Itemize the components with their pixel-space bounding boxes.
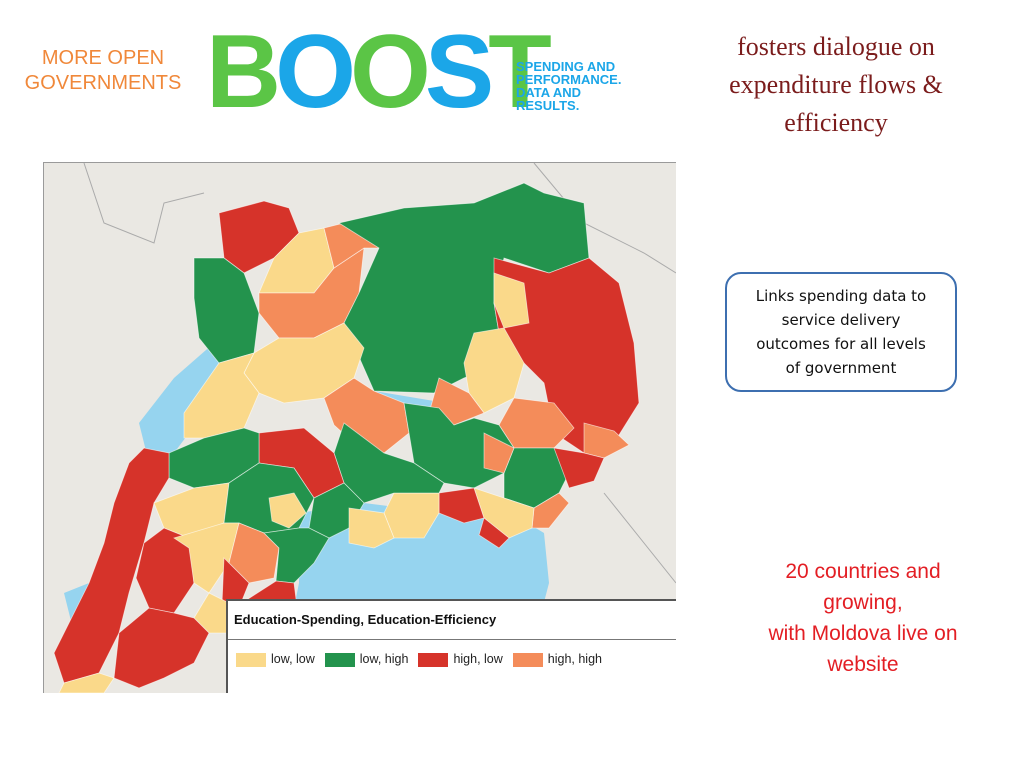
district	[135, 527, 195, 614]
legend-item: high, low	[418, 652, 503, 693]
logo-letter: O	[275, 14, 356, 130]
district	[348, 507, 395, 549]
border-line	[603, 492, 676, 584]
legend-title: Education-Spending, Education-Efficiency	[234, 612, 497, 627]
legend-rows: low, low low, high high, low high, high	[228, 639, 676, 693]
legend-item: low, low	[236, 652, 315, 693]
logo-letter: S	[424, 14, 494, 130]
legend-swatch-low-high	[324, 653, 355, 667]
logo-subtitle-line: RESULTS.	[516, 98, 580, 113]
legend-label: high, low	[453, 652, 503, 666]
district	[463, 327, 525, 414]
logo-letter: O	[350, 14, 431, 130]
district	[493, 272, 530, 329]
district	[268, 492, 307, 529]
callout-box: Links spending data to service delivery …	[725, 272, 957, 392]
growth-note: 20 countries and growing, with Moldova l…	[740, 556, 986, 680]
logo-subtitle-line: DATA AND	[516, 85, 581, 100]
district	[173, 522, 240, 594]
headline: fosters dialogue on expenditure flows & …	[729, 32, 943, 137]
tagline-line-2: GOVERNMENTS	[24, 72, 182, 94]
logo-subtitle: SPENDING AND PERFORMANCE. DATA AND RESUL…	[516, 60, 656, 112]
boost-wordmark: BOOST	[206, 20, 552, 124]
border-line	[533, 163, 676, 274]
logo-subtitle-line: SPENDING AND	[516, 59, 616, 74]
map-legend: Education-Spending, Education-Efficiency…	[226, 599, 676, 693]
legend-label: low, low	[271, 652, 315, 666]
district	[193, 257, 260, 364]
growth-line: website	[827, 653, 899, 676]
district	[483, 432, 515, 474]
legend-label: low, high	[359, 652, 409, 666]
district	[583, 422, 630, 459]
logo-letter: B	[206, 14, 281, 130]
district	[553, 447, 605, 489]
district	[478, 517, 510, 549]
growth-line: with Moldova live on	[768, 622, 958, 645]
district	[113, 607, 210, 689]
lake-albert	[139, 343, 229, 463]
tagline: MORE OPEN GOVERNMENTS	[0, 46, 206, 96]
legend-swatch-high-high	[512, 653, 543, 667]
legend-item: low, high	[324, 652, 409, 693]
boost-logo: BOOST SPENDING AND PERFORMANCE. DATA AND…	[206, 20, 656, 126]
legend-item: high, high	[512, 652, 602, 693]
border-line	[83, 163, 205, 244]
legend-swatch-low-low	[236, 653, 266, 667]
map-canvas	[53, 163, 676, 693]
district	[183, 352, 260, 439]
tagline-line-1: MORE OPEN	[41, 47, 165, 69]
growth-line: 20 countries and	[785, 560, 941, 583]
logo-subtitle-line: PERFORMANCE.	[516, 72, 622, 87]
district	[58, 672, 115, 693]
logo-letter: T	[488, 14, 551, 130]
legend-label: high, high	[547, 652, 602, 666]
growth-line: growing,	[823, 591, 903, 614]
legend-swatch-high-low	[418, 653, 449, 667]
uganda-district-map: Education-Spending, Education-Efficiency…	[43, 162, 676, 693]
district	[263, 527, 330, 584]
